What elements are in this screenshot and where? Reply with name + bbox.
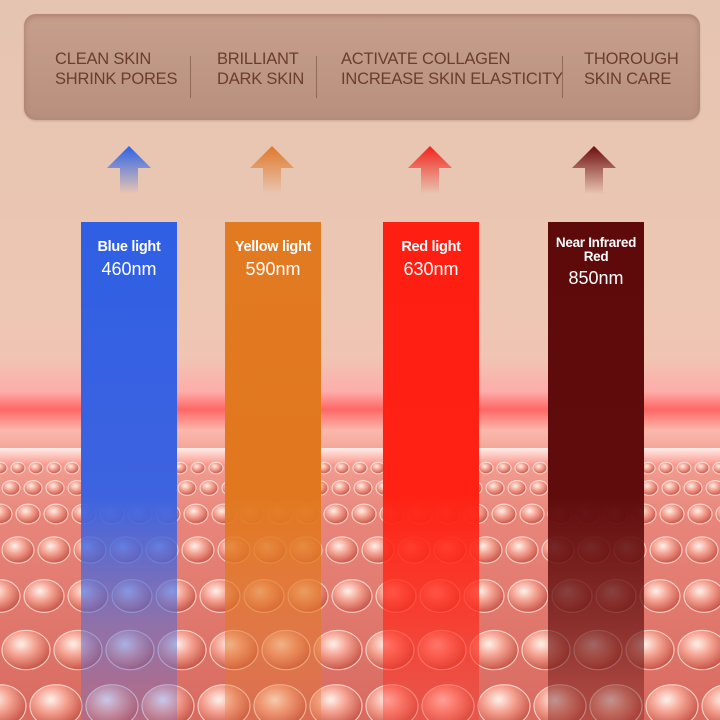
skin-cell	[658, 461, 674, 475]
benefit-line: CLEAN SKIN	[55, 50, 152, 68]
arrow-up-icon	[250, 146, 294, 194]
light-wavelength: 630nm	[403, 259, 459, 279]
skin-cell	[491, 503, 517, 525]
skin-cell	[37, 536, 71, 564]
skin-cell	[0, 684, 27, 720]
light-name-line: Near Infrared	[555, 235, 637, 250]
skin-cell	[15, 503, 41, 525]
benefit-collagen: ACTIVATE COLLAGEN INCREASE SKIN ELASTICI…	[341, 49, 563, 89]
skin-cell	[705, 480, 720, 496]
arrow-up-icon	[107, 146, 151, 194]
skin-cell	[532, 461, 548, 475]
skin-cell	[485, 480, 505, 496]
skin-cell	[313, 629, 363, 671]
skin-cell	[694, 461, 710, 475]
light-name: Near Infrared Red	[548, 236, 644, 264]
skin-cell	[685, 536, 719, 564]
skin-cell	[325, 536, 359, 564]
benefit-line: BRILLIANT	[217, 50, 299, 68]
skin-cell	[43, 503, 69, 525]
skin-cell	[177, 480, 197, 496]
benefit-line: SHRINK PORES	[55, 70, 178, 88]
skin-cell	[23, 480, 43, 496]
skin-cell	[477, 684, 531, 720]
skin-cell	[28, 461, 44, 475]
skin-cell	[496, 461, 512, 475]
skin-cell	[683, 579, 720, 613]
skin-cell	[529, 480, 549, 496]
skin-cell	[1, 480, 21, 496]
beam-red-light: Red light 630nm	[383, 222, 479, 720]
skin-cell	[29, 684, 83, 720]
skin-cell	[0, 579, 21, 613]
skin-cell	[1, 536, 35, 564]
skin-cell	[208, 461, 224, 475]
skin-cell	[334, 461, 350, 475]
skin-cell	[23, 578, 65, 613]
divider	[562, 56, 563, 98]
skin-cell	[331, 578, 373, 613]
skin-cell	[645, 684, 699, 720]
benefit-brilliant: BRILLIANT DARK SKIN	[217, 49, 304, 89]
skin-cell	[331, 480, 351, 496]
skin-cell	[478, 461, 494, 475]
light-wavelength: 850nm	[568, 268, 624, 288]
beam-near-infrared: Near Infrared Red 850nm	[548, 222, 644, 720]
skin-cell	[183, 503, 209, 525]
benefit-line: ACTIVATE COLLAGEN	[341, 50, 511, 68]
light-name: Blue light	[97, 239, 161, 255]
light-wavelength: 460nm	[101, 259, 157, 279]
skin-cell	[190, 461, 206, 475]
skin-cell	[64, 461, 80, 475]
skin-cell	[46, 461, 62, 475]
light-name: Yellow light	[234, 239, 312, 255]
skin-cell	[505, 536, 539, 564]
skin-cell	[659, 503, 685, 525]
skin-cell	[507, 578, 549, 613]
divider	[190, 56, 191, 98]
beam-blue-light: Blue light 460nm	[81, 222, 177, 720]
skin-cell	[701, 685, 720, 720]
skin-cell	[352, 461, 368, 475]
skin-cell	[45, 480, 65, 496]
skin-cell	[507, 480, 527, 496]
skin-cell	[683, 480, 703, 496]
skin-cell	[1, 629, 51, 671]
skin-cell	[677, 629, 720, 671]
arrow-up-icon	[572, 146, 616, 194]
light-wavelength: 590nm	[245, 259, 301, 279]
skin-cell	[639, 578, 681, 613]
skin-cell	[181, 536, 215, 564]
skin-cell	[661, 480, 681, 496]
benefit-thorough: THOROUGH SKIN CARE	[584, 49, 679, 89]
skin-cell	[323, 503, 349, 525]
skin-cell	[0, 503, 13, 525]
light-name: Red light	[401, 239, 461, 255]
benefit-line: THOROUGH	[584, 50, 679, 68]
arrow-up-icon	[408, 146, 452, 194]
divider	[316, 56, 317, 98]
skin-surface-line	[0, 448, 720, 466]
skin-cell	[649, 536, 683, 564]
skin-cell	[10, 461, 26, 475]
skin-cell	[687, 503, 713, 525]
skin-cell	[351, 503, 377, 525]
skin-cell	[676, 461, 692, 475]
light-name-line: Red	[583, 249, 609, 264]
benefit-clean-skin: CLEAN SKIN SHRINK PORES	[55, 49, 177, 89]
skin-cell	[715, 505, 720, 523]
skin-cell	[199, 480, 219, 496]
benefits-panel: CLEAN SKIN SHRINK PORES BRILLIANT DARK S…	[24, 14, 700, 120]
skin-cell	[0, 461, 8, 475]
skin-cell	[353, 480, 373, 496]
skin-cell	[712, 461, 720, 475]
benefit-line: SKIN CARE	[584, 70, 672, 88]
beam-yellow-light: Yellow light 590nm	[225, 222, 321, 720]
benefit-line: DARK SKIN	[217, 70, 305, 88]
benefit-line: INCREASE SKIN ELASTICITY	[341, 70, 563, 88]
skin-cell	[519, 503, 545, 525]
skin-cell	[514, 461, 530, 475]
